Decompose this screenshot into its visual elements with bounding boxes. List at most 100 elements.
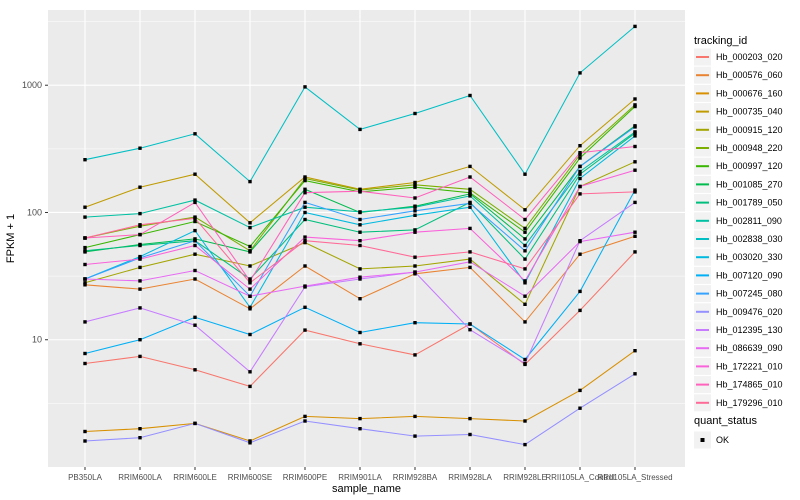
data-point xyxy=(633,97,637,101)
data-point xyxy=(303,205,307,209)
data-point xyxy=(358,210,362,214)
data-point xyxy=(193,219,197,224)
data-point xyxy=(578,151,582,155)
x-axis-tick-label: PB350LA xyxy=(68,473,102,482)
data-point xyxy=(138,279,142,283)
data-point xyxy=(468,250,472,254)
legend-item: Hb_003020_330 xyxy=(694,248,783,266)
legend-item: Hb_000915_120 xyxy=(694,121,783,139)
data-point xyxy=(413,264,417,268)
legend: tracking_id Hb_000203_020 Hb_000576_060 Hb… xyxy=(694,35,783,449)
data-point xyxy=(523,208,527,212)
data-point xyxy=(248,179,252,184)
data-point xyxy=(413,321,417,325)
legend-item: Hb_086639_090 xyxy=(694,339,783,357)
data-points xyxy=(83,24,637,447)
data-point xyxy=(633,349,637,353)
legend-item: Hb_001085_270 xyxy=(694,175,783,193)
legend-item-label: Hb_002838_030 xyxy=(716,234,783,244)
legend-title-quant-status: quant_status xyxy=(694,415,757,427)
legend-item: Hb_000203_020 xyxy=(694,48,783,66)
data-point xyxy=(303,419,307,423)
data-point xyxy=(468,194,472,198)
data-point xyxy=(303,284,307,288)
ok-square-marker xyxy=(700,438,705,442)
data-point xyxy=(633,234,637,238)
legend-item-label: Hb_009476_020 xyxy=(716,307,783,317)
data-point xyxy=(633,200,637,205)
legend-item-label: Hb_000735_040 xyxy=(716,107,783,117)
data-point xyxy=(138,257,142,261)
data-point xyxy=(138,354,142,359)
data-point xyxy=(138,211,142,216)
data-point xyxy=(303,264,307,268)
x-axis-tick-label: RRIM600LA xyxy=(118,473,162,482)
data-point xyxy=(578,172,582,176)
legend-item-quant-status: OK xyxy=(694,431,729,449)
data-point xyxy=(468,260,472,264)
data-point xyxy=(83,262,87,267)
data-point xyxy=(468,187,472,191)
data-point xyxy=(578,184,582,189)
legend-color-items: Hb_000203_020 Hb_000576_060 Hb_000676_160 H… xyxy=(694,48,783,412)
legend-item: Hb_001789_050 xyxy=(694,194,783,212)
x-axis-tick-label: RRIM600LE xyxy=(173,473,217,482)
data-point xyxy=(413,255,417,259)
data-point xyxy=(83,245,87,250)
data-point xyxy=(468,226,472,231)
legend-item-label: Hb_000576_060 xyxy=(716,70,783,80)
x-axis-tick-label: RRII105LA_Control xyxy=(545,473,615,482)
legend-item: Hb_007120_090 xyxy=(694,266,783,284)
data-point xyxy=(358,267,362,271)
data-point xyxy=(633,168,637,172)
axis-ticks xyxy=(45,84,636,470)
data-point xyxy=(248,281,252,285)
data-point xyxy=(523,419,527,423)
legend-item: Hb_002838_030 xyxy=(694,230,783,248)
data-point xyxy=(523,172,527,176)
data-point xyxy=(138,265,142,270)
data-point xyxy=(248,441,252,445)
data-point xyxy=(248,332,252,337)
data-point xyxy=(358,427,362,431)
legend-item: Hb_002811_090 xyxy=(694,212,782,230)
legend-item-label: Hb_172221_010 xyxy=(716,361,783,371)
data-point xyxy=(303,328,307,332)
data-point xyxy=(578,169,582,174)
data-point xyxy=(83,439,87,443)
data-point xyxy=(413,353,417,357)
data-point xyxy=(358,127,362,132)
data-point xyxy=(578,71,582,75)
data-point xyxy=(303,305,307,309)
data-point xyxy=(468,416,472,421)
data-point xyxy=(578,289,582,294)
data-point xyxy=(523,257,527,261)
x-axis-tick-label: RRIM928LA xyxy=(448,473,492,482)
data-point xyxy=(138,427,142,431)
x-axis-tick-label: RRIM928BA xyxy=(393,473,438,482)
data-point xyxy=(413,213,417,217)
data-point xyxy=(303,414,307,419)
data-point xyxy=(193,237,197,241)
plot-panel xyxy=(48,10,685,467)
data-point xyxy=(633,160,637,164)
data-point xyxy=(413,205,417,209)
legend-title-tracking-id: tracking_id xyxy=(694,35,747,47)
data-point xyxy=(248,264,252,268)
data-point xyxy=(633,230,637,234)
data-point xyxy=(578,156,582,160)
data-point xyxy=(358,223,362,227)
data-point xyxy=(413,434,417,438)
data-point xyxy=(358,416,362,421)
data-point xyxy=(138,338,142,342)
data-point xyxy=(413,230,417,234)
data-point xyxy=(358,330,362,335)
data-point xyxy=(303,85,307,89)
data-point xyxy=(578,144,582,148)
data-point xyxy=(138,306,142,310)
data-point xyxy=(248,244,252,249)
data-point xyxy=(138,243,142,248)
legend-item-label: Hb_003020_330 xyxy=(716,252,783,262)
data-point xyxy=(413,111,417,116)
